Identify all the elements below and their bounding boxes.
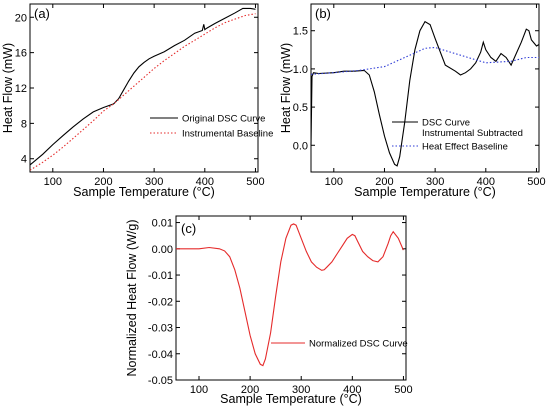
x-axis-label: Sample Temperature (°C) xyxy=(354,185,496,199)
y-axis-label: Heat Flow (mW) xyxy=(1,43,15,133)
panel-label: (c) xyxy=(181,221,196,236)
legend-label-1: Original DSC Curve xyxy=(182,114,265,125)
series-line-2 xyxy=(29,13,256,171)
x-tick-label: 300 xyxy=(426,176,444,188)
plot-frame xyxy=(29,3,259,173)
x-tick-label: 100 xyxy=(190,384,208,396)
y-tick-label: 1.0 xyxy=(293,64,308,76)
panel-label: (b) xyxy=(315,6,331,21)
series-line-1 xyxy=(29,7,256,166)
chart-panel-1: 100 200 300 400 500 4 8 12 16 20 (a) Sample Tempera… xyxy=(1,3,273,199)
y-tick-label: -0.05 xyxy=(148,375,173,387)
x-tick-label: 500 xyxy=(394,384,412,396)
chart-panel-2: 100 200 300 400 500 0.0 0.5 1.0 1.5 (b) Sample Tem… xyxy=(279,3,546,199)
y-tick-label: 4 xyxy=(21,154,27,166)
legend-label-2: Heat Effect Baseline xyxy=(422,142,508,153)
y-tick-label: -0.01 xyxy=(148,270,173,282)
series-line-1 xyxy=(176,223,404,367)
legend-label-1: Instrumental Subtracted xyxy=(422,128,523,139)
panel-label: (a) xyxy=(34,6,50,21)
x-tick-label: 500 xyxy=(246,176,264,188)
x-axis-label: Sample Temperature (°C) xyxy=(220,392,362,406)
x-axis-label: Sample Temperature (°C) xyxy=(73,185,215,199)
y-tick-label: -0.03 xyxy=(148,323,173,335)
y-tick-label: 16 xyxy=(15,48,27,60)
series-line-1 xyxy=(310,20,540,167)
x-tick-label: 400 xyxy=(343,384,361,396)
y-axis-label: Normalized Heat Flow (W/g) xyxy=(125,220,139,377)
y-tick-label: 20 xyxy=(15,12,27,24)
y-tick-label: 0.5 xyxy=(293,102,308,114)
legend-label-1: Normalized DSC Curve xyxy=(309,339,408,350)
plot-frame xyxy=(175,215,407,381)
x-tick-label: 400 xyxy=(477,176,495,188)
x-tick-label: 300 xyxy=(145,176,163,188)
y-tick-label: -0.04 xyxy=(148,349,173,361)
y-tick-label: 0.01 xyxy=(152,218,173,230)
legend-label-2: Instrumental Baseline xyxy=(182,129,273,140)
x-tick-label: 500 xyxy=(527,176,545,188)
y-tick-label: 1.5 xyxy=(293,26,308,38)
chart-panel-3: 100 200 300 400 500 -0.05 -0.04 -0.03 -0.02 -0.01… xyxy=(125,215,413,406)
x-tick-label: 100 xyxy=(44,176,62,188)
plot-frame xyxy=(310,3,540,173)
y-axis-label: Heat Flow (mW) xyxy=(279,43,293,133)
series-line-2 xyxy=(310,46,539,75)
y-tick-label: 0.00 xyxy=(152,244,173,256)
x-tick-label: 300 xyxy=(292,384,310,396)
y-tick-label: 12 xyxy=(15,83,27,95)
y-tick-label: 0.0 xyxy=(293,140,308,152)
legend-label-1: DSC Curve xyxy=(422,118,470,129)
x-tick-label: 200 xyxy=(375,176,393,188)
x-tick-label: 100 xyxy=(325,176,343,188)
x-tick-label: 400 xyxy=(196,176,214,188)
y-tick-label: -0.02 xyxy=(148,296,173,308)
x-tick-label: 200 xyxy=(94,176,112,188)
y-tick-label: 8 xyxy=(21,118,27,130)
x-tick-label: 200 xyxy=(241,384,259,396)
